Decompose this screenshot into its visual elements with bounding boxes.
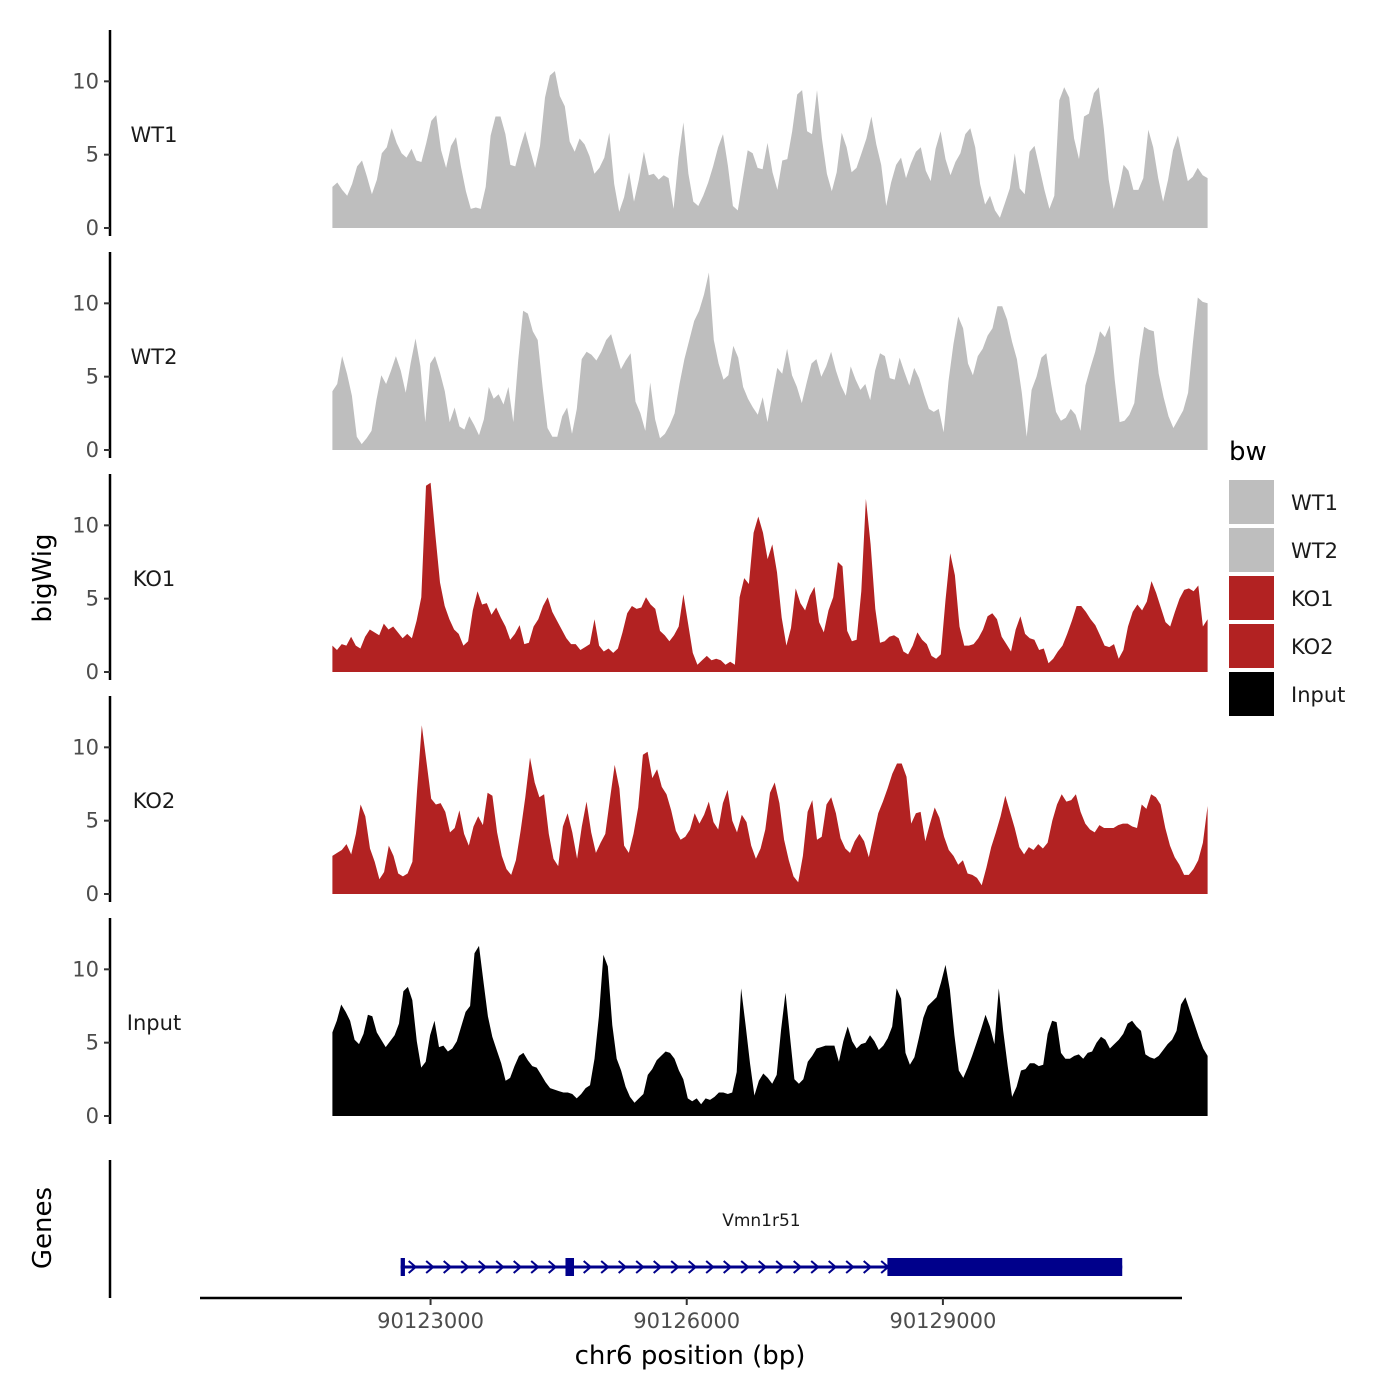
exon (565, 1258, 575, 1276)
strand-arrow (443, 1260, 453, 1274)
strand-arrow (810, 1260, 820, 1274)
track-label: WT1 (131, 123, 178, 147)
y-tick-label: 0 (86, 882, 99, 906)
strand-arrow (793, 1260, 803, 1274)
genes-panel-title: Genes (28, 1187, 58, 1269)
legend: bw WT1 WT2 KO1 KO2 Input (1229, 437, 1345, 716)
legend-swatch-wt2 (1229, 528, 1274, 572)
legend-swatch-ko2 (1229, 624, 1274, 668)
legend-label-ko1: KO1 (1291, 587, 1334, 611)
legend-title: bw (1229, 437, 1267, 467)
strand-arrow (828, 1260, 838, 1274)
y-tick-label: 5 (86, 365, 99, 389)
legend-label-input: Input (1291, 683, 1345, 707)
track-ko2: 0 5 10 KO2 (72, 696, 1208, 906)
strand-arrow (845, 1260, 855, 1274)
legend-swatch-input (1229, 672, 1274, 716)
area-ko2 (332, 725, 1208, 894)
strand-arrow (408, 1260, 418, 1274)
y-tick-label: 5 (86, 143, 99, 167)
strand-arrow (478, 1260, 488, 1274)
legend-label-wt2: WT2 (1291, 539, 1338, 563)
exon (400, 1258, 405, 1276)
genes-panel: Genes Vmn1r51 (28, 1160, 1123, 1298)
area-input (332, 945, 1208, 1116)
track-ko1: 0 5 10 KO1 (72, 474, 1208, 684)
bigwig-tracks: 0 5 10 WT1 0 5 10 WT2 0 5 10 KO1 0 5 10 KO2 0 5 10 Input (72, 30, 1208, 1128)
strand-arrow (670, 1260, 680, 1274)
track-label: KO1 (133, 567, 176, 591)
y-tick-label: 5 (86, 587, 99, 611)
strand-arrow (548, 1260, 558, 1274)
strand-arrow (635, 1260, 645, 1274)
strand-arrow (618, 1260, 628, 1274)
exon (887, 1258, 1123, 1276)
track-label: WT2 (131, 345, 178, 369)
strand-arrow (775, 1260, 785, 1274)
strand-arrow (863, 1260, 873, 1274)
y-tick-label: 10 (72, 291, 99, 315)
track-wt2: 0 5 10 WT2 (72, 252, 1208, 462)
strand-arrow (740, 1260, 750, 1274)
legend-label-ko2: KO2 (1291, 635, 1334, 659)
strand-arrow (425, 1260, 435, 1274)
strand-arrow (495, 1260, 505, 1274)
x-tick-label: 90126000 (633, 1309, 740, 1333)
x-axis: 90123000 90126000 90129000 (200, 1296, 1182, 1333)
y-tick-label: 5 (86, 809, 99, 833)
track-label: Input (127, 1011, 181, 1035)
x-tick-label: 90129000 (889, 1309, 996, 1333)
strand-arrow (583, 1260, 593, 1274)
y-tick-label: 5 (86, 1031, 99, 1055)
y-tick-label: 10 (72, 735, 99, 759)
strand-arrow (513, 1260, 523, 1274)
y-tick-label: 0 (86, 216, 99, 240)
area-wt1 (332, 71, 1208, 228)
legend-swatch-ko1 (1229, 576, 1274, 620)
track-label: KO2 (133, 789, 176, 813)
y-axis-title: bigWig (28, 533, 58, 622)
strand-arrow (530, 1260, 540, 1274)
strand-arrow (705, 1260, 715, 1274)
gene-label: Vmn1r51 (722, 1211, 800, 1231)
legend-swatch-wt1 (1229, 480, 1274, 524)
track-input: 0 5 10 Input (72, 918, 1208, 1128)
strand-arrow (460, 1260, 470, 1274)
legend-label-wt1: WT1 (1291, 491, 1338, 515)
x-tick-label: 90123000 (377, 1309, 484, 1333)
x-axis-title: chr6 position (bp) (575, 1341, 806, 1371)
y-tick-label: 0 (86, 1104, 99, 1128)
area-ko1 (332, 482, 1208, 672)
track-wt1: 0 5 10 WT1 (72, 30, 1208, 240)
y-tick-label: 0 (86, 438, 99, 462)
strand-arrow (600, 1260, 610, 1274)
area-wt2 (332, 272, 1208, 450)
y-tick-label: 0 (86, 660, 99, 684)
strand-arrow (653, 1260, 663, 1274)
strand-arrow (688, 1260, 698, 1274)
y-tick-label: 10 (72, 69, 99, 93)
strand-arrow (723, 1260, 733, 1274)
strand-arrow (758, 1260, 768, 1274)
y-tick-label: 10 (72, 513, 99, 537)
y-tick-label: 10 (72, 957, 99, 981)
